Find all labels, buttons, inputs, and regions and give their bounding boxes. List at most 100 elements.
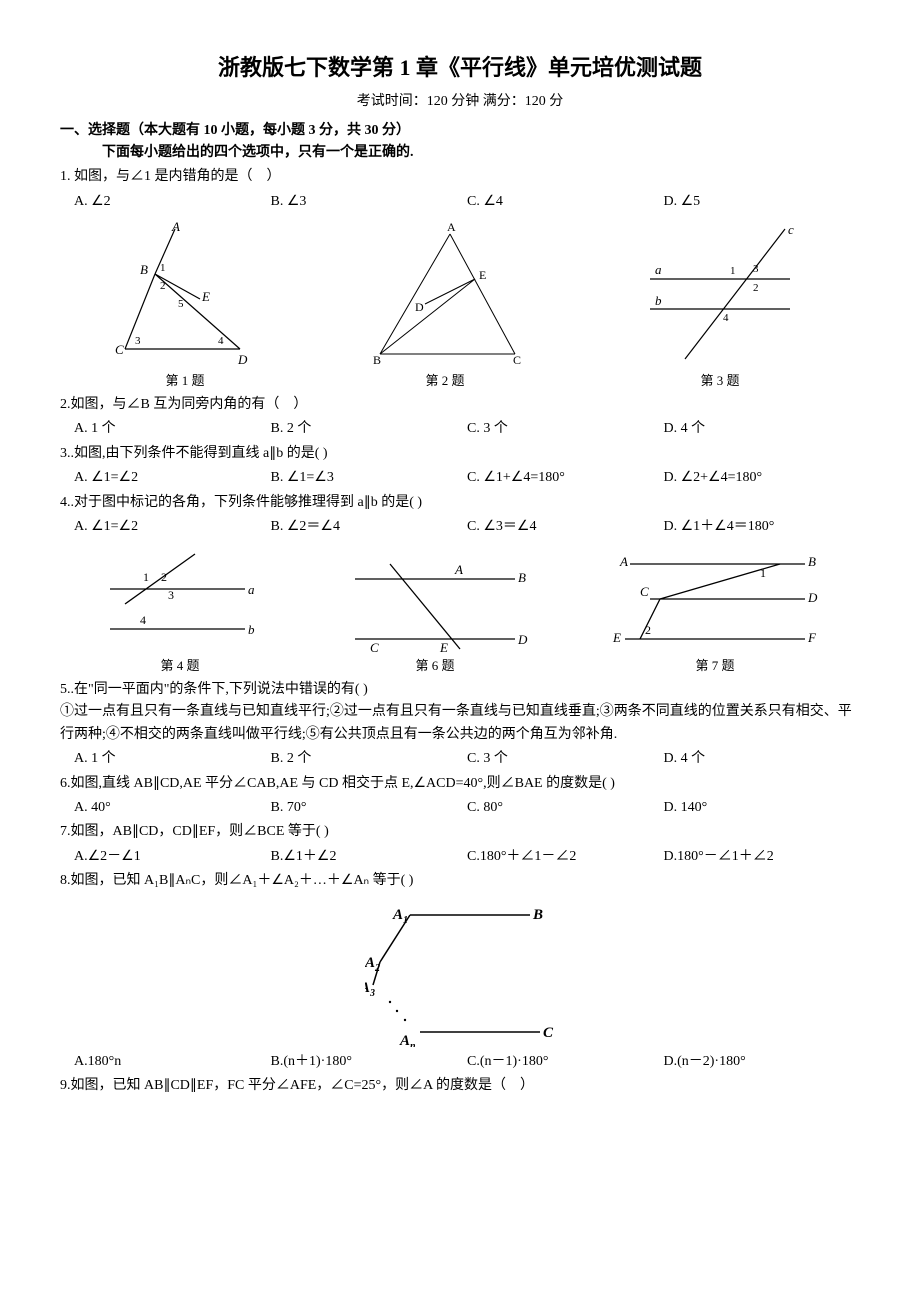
- fig2-label-B: B: [373, 353, 381, 367]
- question-5-options: A. 1 个 B. 2 个 C. 3 个 D. 4 个: [74, 748, 860, 770]
- fig7-label-C: C: [640, 584, 649, 599]
- q2-opt-a: A. 1 个: [74, 418, 271, 440]
- fig4-num-4: 4: [140, 613, 146, 627]
- fig7-label-F: F: [807, 630, 817, 645]
- fig6-label-A: A: [454, 562, 463, 577]
- figure-1-container: A B C D E 1 2 3 4 5 第 1 题: [110, 219, 260, 392]
- fig2-label-A: A: [447, 220, 456, 234]
- fig3-label-b: b: [655, 293, 662, 308]
- figure-6: A B C D E: [335, 554, 535, 654]
- q5-opt-a: A. 1 个: [74, 748, 271, 770]
- question-2-options: A. 1 个 B. 2 个 C. 3 个 D. 4 个: [74, 418, 860, 440]
- q8-opt-d: D.(n－2)·180°: [664, 1051, 861, 1073]
- section-1-heading: 一、选择题（本大题有 10 小题，每小题 3 分，共 30 分）: [60, 120, 860, 142]
- fig6-label-D: D: [517, 632, 528, 647]
- q2-opt-d: D. 4 个: [664, 418, 861, 440]
- fig1-num-2: 2: [160, 280, 166, 292]
- fig4-num-3: 3: [168, 588, 174, 602]
- fig4-label-a: a: [248, 582, 255, 597]
- q5-opt-b: B. 2 个: [271, 748, 468, 770]
- fig3-num-2: 2: [753, 282, 759, 294]
- q7-opt-c: C.180°＋∠1－∠2: [467, 846, 664, 868]
- question-5: 5..在"同一平面内"的条件下,下列说法中错误的有( ): [60, 679, 860, 701]
- fig8-label-An: An: [399, 1033, 416, 1047]
- fig1-label-A: A: [171, 219, 180, 234]
- fig2-label-E: E: [479, 268, 486, 282]
- q7-opt-d: D.180°－∠1＋∠2: [664, 846, 861, 868]
- q4-opt-d: D. ∠1＋∠4＝180°: [664, 516, 861, 538]
- fig1-label-D: D: [237, 352, 248, 367]
- q3-opt-b: B. ∠1=∠3: [271, 467, 468, 489]
- question-3: 3..如图,由下列条件不能得到直线 a∥b 的是( ): [60, 443, 860, 465]
- q3-opt-c: C. ∠1+∠4=180°: [467, 467, 664, 489]
- figure-4-container: a b 1 2 3 4 第 4 题: [95, 544, 265, 677]
- fig8-label-C: C: [543, 1025, 554, 1041]
- fig1-num-4: 4: [218, 335, 224, 347]
- q1-opt-b: B. ∠3: [271, 191, 468, 213]
- question-8: 8.如图，已知 A₁B∥AₙC，则∠A₁＋∠A₂＋…＋∠Aₙ 等于( ): [60, 870, 860, 892]
- page-title: 浙教版七下数学第 1 章《平行线》单元培优测试题: [60, 50, 860, 85]
- question-7-options: A.∠2－∠1 B.∠1＋∠2 C.180°＋∠1－∠2 D.180°－∠1＋∠…: [74, 846, 860, 868]
- q2-opt-c: C. 3 个: [467, 418, 664, 440]
- figure-3-caption: 第 3 题: [630, 371, 810, 392]
- figure-4: a b 1 2 3 4: [95, 544, 265, 654]
- question-8-options: A.180°n B.(n＋1)·180° C.(n－1)·180° D.(n－2…: [74, 1051, 860, 1073]
- q7-opt-a: A.∠2－∠1: [74, 846, 271, 868]
- fig7-label-D: D: [807, 590, 818, 605]
- q2-opt-b: B. 2 个: [271, 418, 468, 440]
- figure-row-1: A B C D E 1 2 3 4 5 第 1 题: [60, 219, 860, 392]
- fig3-label-c: c: [788, 222, 794, 237]
- figure-1-caption: 第 1 题: [110, 371, 260, 392]
- question-6-options: A. 40° B. 70° C. 80° D. 140°: [74, 797, 860, 819]
- question-1: 1. 如图，与∠1 是内错角的是（ ）: [60, 166, 860, 188]
- question-2: 2.如图，与∠B 互为同旁内角的有（ ）: [60, 394, 860, 416]
- fig7-num-1: 1: [760, 566, 766, 580]
- exam-info: 考试时间：120 分钟 满分：120 分: [60, 91, 860, 113]
- question-3-options: A. ∠1=∠2 B. ∠1=∠3 C. ∠1+∠4=180° D. ∠2+∠4…: [74, 467, 860, 489]
- question-9: 9.如图，已知 AB∥CD∥EF，FC 平分∠AFE，∠C=25°，则∠A 的度…: [60, 1075, 860, 1097]
- section-1-note: 下面每小题给出的四个选项中，只有一个是正确的.: [102, 142, 860, 164]
- figure-7-caption: 第 7 题: [605, 656, 825, 677]
- fig3-num-1: 1: [730, 265, 736, 277]
- q5-opt-d: D. 4 个: [664, 748, 861, 770]
- q8-opt-b: B.(n＋1)·180°: [271, 1051, 468, 1073]
- q5-opt-c: C. 3 个: [467, 748, 664, 770]
- fig1-num-1: 1: [160, 262, 166, 274]
- figure-2-caption: 第 2 题: [360, 371, 530, 392]
- q6-opt-a: A. 40°: [74, 797, 271, 819]
- question-6: 6.如图,直线 AB∥CD,AE 平分∠CAB,AE 与 CD 相交于点 E,∠…: [60, 773, 860, 795]
- fig6-label-E: E: [439, 640, 448, 654]
- fig1-label-E: E: [201, 289, 210, 304]
- fig7-num-2: 2: [645, 623, 651, 637]
- fig1-num-5: 5: [178, 298, 184, 310]
- fig8-label-A2: A2: [365, 955, 380, 974]
- fig1-num-3: 3: [135, 335, 141, 347]
- question-1-options: A. ∠2 B. ∠3 C. ∠4 D. ∠5: [74, 191, 860, 213]
- figure-7-container: A B C D E F 1 2 第 7 题: [605, 544, 825, 677]
- fig6-label-B: B: [518, 570, 526, 585]
- q8-opt-c: C.(n－1)·180°: [467, 1051, 664, 1073]
- q8-opt-a: A.180°n: [74, 1051, 271, 1073]
- figure-6-container: A B C D E 第 6 题: [335, 554, 535, 677]
- q4-opt-c: C. ∠3＝∠4: [467, 516, 664, 538]
- q6-opt-c: C. 80°: [467, 797, 664, 819]
- q4-opt-b: B. ∠2＝∠4: [271, 516, 468, 538]
- q1-opt-c: C. ∠4: [467, 191, 664, 213]
- fig3-num-4: 4: [723, 312, 729, 324]
- figure-1: A B C D E 1 2 3 4 5: [110, 219, 260, 369]
- fig1-label-C: C: [115, 342, 124, 357]
- q4-opt-a: A. ∠1=∠2: [74, 516, 271, 538]
- figure-6-caption: 第 6 题: [335, 656, 535, 677]
- figure-4-caption: 第 4 题: [95, 656, 265, 677]
- fig6-label-C: C: [370, 640, 379, 654]
- fig4-num-2: 2: [161, 570, 167, 584]
- fig4-label-b: b: [248, 622, 255, 637]
- figure-3-container: a b c 1 2 3 4 第 3 题: [630, 219, 810, 392]
- q7-opt-b: B.∠1＋∠2: [271, 846, 468, 868]
- fig1-label-B: B: [140, 262, 148, 277]
- figure-8: A1 A2 A3 An B C: [365, 897, 565, 1047]
- fig2-label-D: D: [415, 300, 424, 314]
- q6-opt-d: D. 140°: [664, 797, 861, 819]
- figure-7: A B C D E F 1 2: [605, 544, 825, 654]
- q3-opt-a: A. ∠1=∠2: [74, 467, 271, 489]
